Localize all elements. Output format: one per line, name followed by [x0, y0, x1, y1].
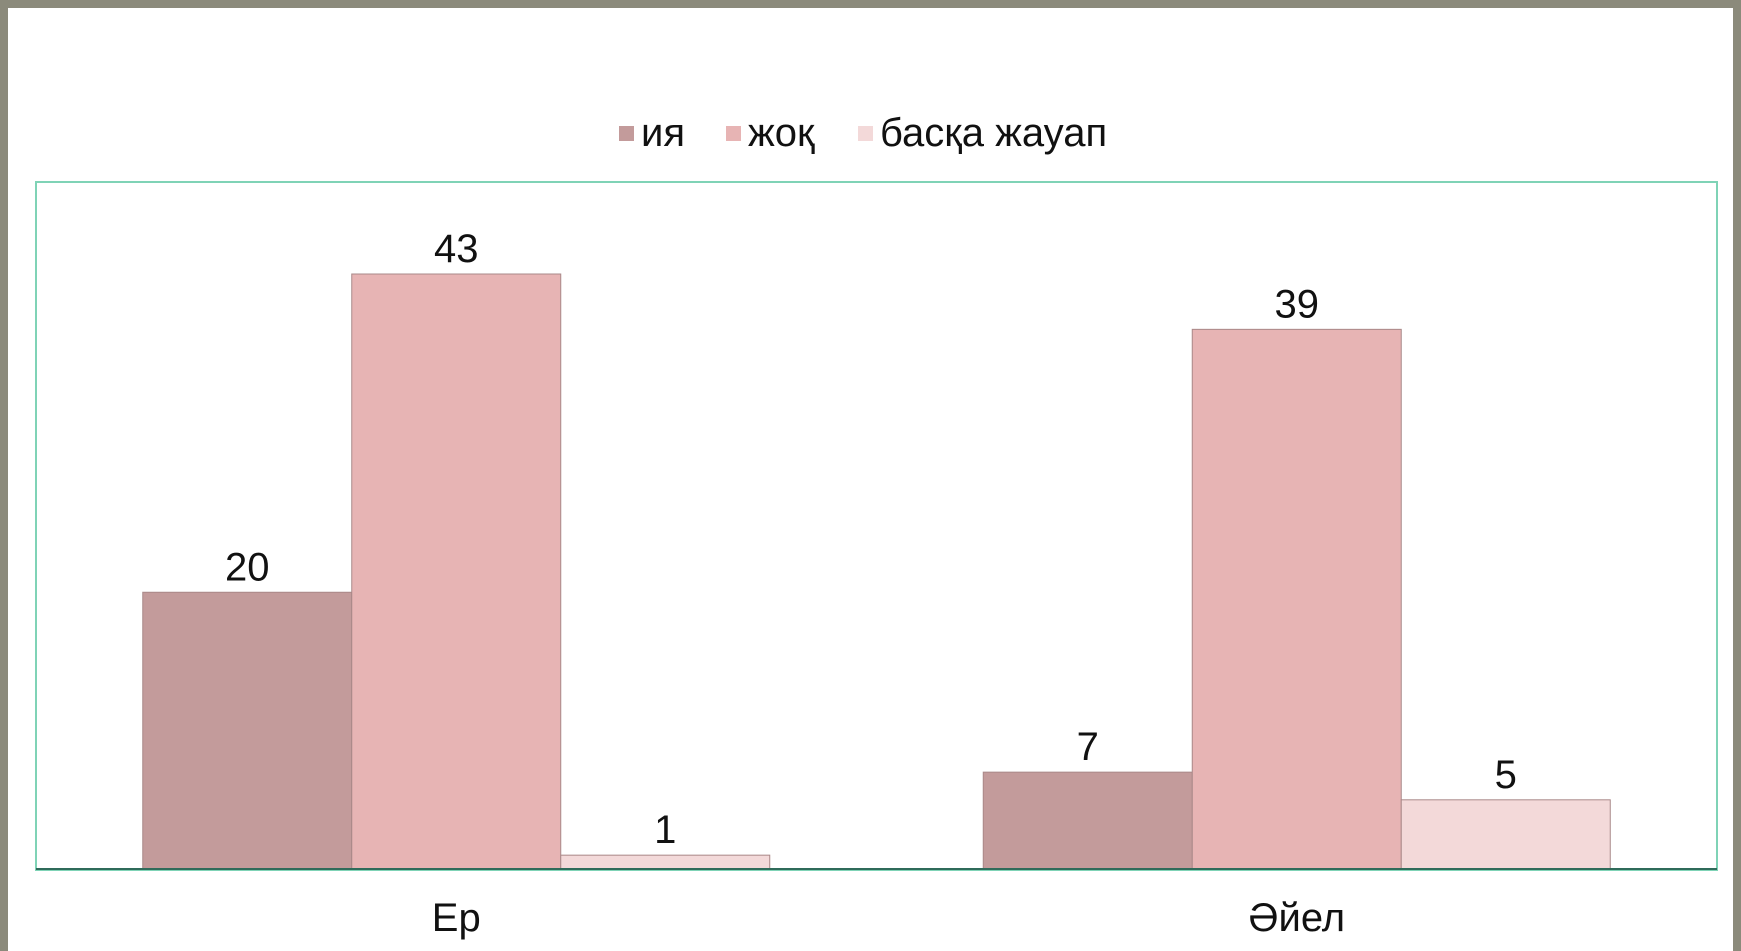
category-label: Ер: [432, 896, 481, 940]
legend: ия жоқ басқа жауап: [619, 111, 1107, 155]
bar-3-1: [560, 854, 771, 870]
data-label: 20: [225, 545, 270, 589]
data-label: 5: [1495, 753, 1517, 797]
bar-2-1: [351, 273, 562, 870]
bar-1-2: [982, 771, 1193, 870]
category-label: Әйел: [1248, 896, 1345, 940]
data-label: 39: [1275, 282, 1320, 326]
bar-3-2: [1400, 799, 1611, 870]
legend-swatch-3: [858, 126, 873, 141]
bar-2-2: [1191, 328, 1402, 870]
data-label: 43: [434, 227, 479, 271]
legend-label-3: басқа жауап: [880, 111, 1107, 155]
bars: [142, 273, 1611, 870]
bar-chart: ия жоқ басқа жауап 20 43 1 7 39 5 Ер Әйел: [35, 111, 1718, 940]
data-label: 1: [654, 808, 676, 852]
legend-swatch-1: [619, 126, 634, 141]
legend-swatch-2: [726, 126, 741, 141]
category-labels: Ер Әйел: [432, 896, 1345, 940]
bar-1-1: [142, 591, 353, 870]
data-label: 7: [1077, 725, 1099, 769]
legend-label-1: ия: [641, 111, 685, 155]
data-labels: 20 43 1 7 39 5: [225, 227, 1517, 852]
legend-label-2: жоқ: [748, 111, 815, 155]
chart-frame: ия жоқ басқа жауап 20 43 1 7 39 5 Ер Әйел: [8, 8, 1733, 951]
